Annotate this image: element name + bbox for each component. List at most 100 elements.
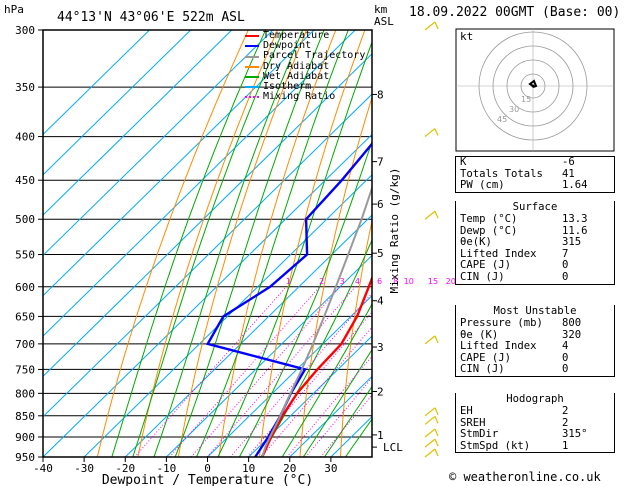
row-label: Pressure (mb) — [460, 317, 543, 329]
hodograph-ring-label: 45 — [497, 115, 507, 124]
legend-item-wet-adiabat: Wet Adiabat — [245, 70, 365, 82]
temperature-tick-label: 0 — [204, 462, 211, 475]
wet-adiabat-line — [344, 418, 372, 457]
row-label: Dewp (°C) — [460, 224, 518, 237]
mixing-ratio-line — [260, 326, 372, 457]
height-tick-label: 6 — [377, 198, 384, 211]
height-tick-label: 1 — [377, 429, 384, 442]
legend-swatch — [245, 35, 259, 38]
legend-label: Wet Adiabat — [263, 70, 330, 82]
wind-barb-flag — [434, 438, 439, 447]
row-value: 4 — [562, 340, 569, 353]
wind-barb-staff — [424, 21, 436, 31]
isotherm-line — [43, 30, 233, 216]
row-value: 315° — [562, 428, 588, 441]
mixing-ratio-label: 10 — [404, 277, 414, 286]
mixing-ratio-label: 3 — [340, 277, 345, 286]
row-label: CIN (J) — [460, 363, 505, 376]
row-value: 13.3 — [562, 213, 588, 225]
table-row: θe (K) 320 — [456, 328, 614, 342]
row-label: EH — [460, 405, 473, 417]
mixing-ratio-label: 15 — [428, 277, 438, 286]
row-value: 320 — [562, 328, 582, 341]
table-row: CAPE (J) 0 — [456, 351, 614, 365]
wind-barb-flag — [434, 128, 439, 136]
row-value: 7 — [562, 247, 569, 260]
wind-barb-flag — [434, 335, 439, 344]
temperature-tick-label: 20 — [283, 462, 296, 475]
wet-adiabat-line — [302, 348, 372, 457]
pressure-tick-label: 650 — [15, 310, 35, 323]
row-label: Totals Totals — [460, 167, 543, 180]
legend-item-temperature: Temperature — [245, 30, 365, 41]
row-value: 0 — [562, 270, 569, 283]
dry-adiabat-line — [218, 30, 337, 457]
isotherm-line — [43, 30, 150, 136]
hodograph-ring-label: 15 — [521, 95, 531, 104]
mixing-ratio-label: 1 — [286, 277, 291, 286]
isotherm-line — [248, 335, 372, 457]
mixing-ratio-line — [286, 355, 372, 457]
isotherm-line — [289, 375, 372, 457]
table-row: Temp (°C) 13.3 — [456, 213, 614, 226]
row-value: 1.64 — [562, 179, 588, 192]
mixing-ratio-label: 6 — [377, 277, 382, 286]
temperature-tick-label: 10 — [242, 462, 255, 475]
height-tick-label: LCL — [383, 441, 403, 454]
table-row: CIN (J) 0 — [456, 364, 614, 376]
row-value: 0 — [562, 259, 569, 272]
wind-barb-staff — [424, 448, 436, 458]
wind-barb-flag — [434, 448, 439, 457]
pressure-tick-label: 800 — [15, 387, 35, 400]
wet-adiabat-line — [323, 385, 372, 457]
mixing-ratio-line — [305, 377, 372, 457]
table-row: Lifted Index 7 — [456, 247, 614, 261]
series-line-parcel-trajectory — [261, 185, 372, 457]
isotherm-line — [83, 174, 372, 457]
table-row: EH 2 — [456, 405, 614, 418]
row-label: θe(K) — [460, 236, 492, 249]
row-value: 11.6 — [562, 224, 588, 237]
table-row: Pressure (mb) 800 — [456, 317, 614, 330]
isotherm-line — [166, 254, 372, 457]
row-label: θe (K) — [460, 328, 499, 341]
row-label: Lifted Index — [460, 340, 537, 353]
pressure-tick-label: 750 — [15, 363, 35, 376]
dry-adiabat-line — [96, 30, 249, 457]
table-row: θe(K) 315 — [456, 237, 614, 249]
legend-item-mixing-ratio: Mixing Ratio — [245, 92, 365, 102]
wind-barb-staff — [424, 438, 436, 448]
legend-label: Dry Adiabat — [263, 60, 330, 72]
table-row: StmDir 315° — [456, 429, 614, 441]
mixing-ratio-label: 20 — [446, 277, 456, 286]
wind-barb-flag — [434, 210, 439, 219]
pressure-tick-label: 900 — [15, 431, 35, 444]
dry-adiabat-line — [340, 218, 372, 457]
mixing-ratio-line — [206, 286, 356, 457]
isotherm-line — [43, 30, 356, 337]
isotherm-line — [43, 30, 192, 176]
dry-adiabat-line — [258, 30, 366, 457]
row-value: 0 — [562, 351, 569, 364]
wet-adiabat-line — [153, 30, 304, 457]
legend-label: Temperature — [263, 30, 330, 41]
hodograph-frame — [455, 28, 615, 152]
height-tick-label: 7 — [377, 156, 384, 169]
indices-table: K -6 Totals Totals 41 PW (cm) 1.64 — [455, 156, 615, 193]
row-label: PW (cm) — [460, 179, 505, 192]
wind-barb-staff — [424, 415, 436, 425]
forecast-datetime: 18.09.2022 00GMT (Base: 00) — [409, 5, 621, 20]
row-value: 315 — [562, 236, 582, 249]
temperature-tick-label: -10 — [156, 462, 176, 475]
hodograph-origin — [531, 84, 535, 88]
dry-adiabat-line — [299, 95, 372, 457]
row-value: 800 — [562, 317, 582, 329]
height-tick-label: 5 — [377, 247, 384, 260]
isotherm-line — [124, 214, 372, 457]
pressure-tick-label: 550 — [15, 249, 35, 262]
isotherm-line — [43, 53, 372, 378]
wind-barb-flag — [434, 407, 439, 416]
mixing-ratio-label: 2 — [319, 277, 324, 286]
row-label: CIN (J) — [460, 270, 505, 283]
hodograph-unit-label: kt — [460, 30, 473, 43]
